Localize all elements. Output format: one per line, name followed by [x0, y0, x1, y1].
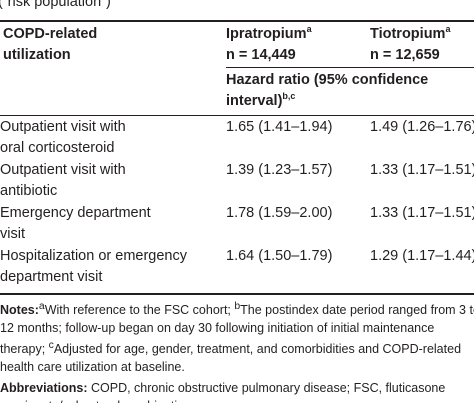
- notes-paragraph: Notes:aWith reference to the FSC cohort;…: [0, 298, 474, 376]
- tiotropium-footnote-mark: a: [445, 24, 451, 35]
- row4-ipratropium-value: 1.64 (1.50–1.79): [226, 248, 333, 264]
- footnote-c-mark: c: [48, 340, 54, 352]
- table-footnotes: Notes:aWith reference to the FSC cohort;…: [0, 298, 474, 403]
- row2-label-line1: Outpatient visit with: [0, 162, 126, 178]
- footnote-c-text: Adjusted for age, gender, treatment, and…: [0, 342, 462, 375]
- row2-tiotropium-value: 1.33 (1.17–1.51): [370, 162, 474, 178]
- header-bottom-rule: [0, 115, 474, 116]
- footnote-a-text: With reference to the FSC cohort;: [44, 303, 235, 318]
- notes-label: Notes:: [0, 303, 39, 318]
- col-header-ipratropium: Ipratropiuma n = 14,449: [226, 24, 312, 66]
- subheader-line2: interval)b,c: [226, 91, 428, 112]
- ipratropium-footnote-mark: a: [306, 24, 312, 35]
- row2-ipratropium-value: 1.39 (1.23–1.57): [226, 162, 333, 178]
- col-header-tiotropium-name: Tiotropiuma: [370, 24, 450, 45]
- subheader-line1: Hazard ratio (95% confidence: [226, 72, 429, 88]
- col-header-utilization-line1: COPD-related: [3, 26, 98, 42]
- row1-label-line1: Outpatient visit with: [0, 119, 126, 135]
- row3-ipratropium-value: 1.78 (1.59–2.00): [226, 205, 333, 221]
- subheader-span-rule: [226, 67, 474, 68]
- col-header-utilization: COPD-related utilization: [3, 24, 97, 66]
- table-row-label: Outpatient visit with oral corticosteroi…: [0, 117, 126, 159]
- subheader-hazard-ratio: Hazard ratio (95% confidence interval)b,…: [226, 70, 428, 112]
- table-caption-fragment: (“risk population”): [0, 0, 111, 10]
- row3-label-line2: visit: [0, 226, 25, 242]
- ipratropium-label: Ipratropium: [226, 26, 307, 42]
- abbreviations-paragraph: Abbreviations: COPD, chronic obstructive…: [0, 379, 474, 403]
- row3-label-line1: Emergency department: [0, 205, 151, 221]
- col-header-utilization-line2: utilization: [3, 47, 71, 63]
- row1-ipratropium-value: 1.65 (1.41–1.94): [226, 119, 333, 135]
- col-header-ipratropium-n: n = 14,449: [226, 47, 296, 63]
- subheader-line2-text: interval): [226, 93, 283, 109]
- footnote-b-text: The postindex date period ranged from 3 …: [0, 303, 474, 357]
- col-header-tiotropium-n: n = 12,659: [370, 47, 440, 63]
- tiotropium-label: Tiotropium: [370, 26, 446, 42]
- table-top-rule: [0, 20, 474, 22]
- footnote-a-mark: a: [38, 301, 45, 312]
- table-bottom-rule: [0, 293, 474, 295]
- row1-tiotropium-value: 1.49 (1.26–1.76): [370, 119, 474, 135]
- subheader-footnote-marks: b,c: [282, 91, 296, 102]
- abbreviations-label: Abbreviations:: [0, 381, 88, 396]
- row4-label-line1: Hospitalization or emergency: [0, 248, 187, 264]
- row1-label-line2: oral corticosteroid: [0, 140, 115, 156]
- col-header-tiotropium: Tiotropiuma n = 12,659: [370, 24, 450, 66]
- abbreviations-text: COPD, chronic obstructive pulmonary dise…: [0, 381, 446, 403]
- row2-label-line2: antibiotic: [0, 183, 58, 199]
- row4-label-line2: department visit: [0, 269, 103, 285]
- table-row-label: Emergency department visit: [0, 203, 151, 245]
- row4-tiotropium-value: 1.29 (1.17–1.44): [370, 248, 474, 264]
- table-row-label: Hospitalization or emergency department …: [0, 246, 187, 288]
- col-header-ipratropium-name: Ipratropiuma: [226, 24, 312, 45]
- row3-tiotropium-value: 1.33 (1.17–1.51): [370, 205, 474, 221]
- footnote-b-mark: b: [234, 301, 241, 312]
- table-row-label: Outpatient visit with antibiotic: [0, 160, 126, 202]
